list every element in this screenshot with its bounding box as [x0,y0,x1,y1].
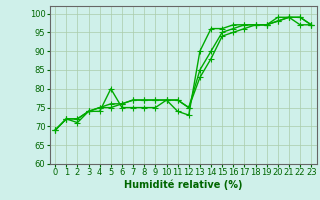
X-axis label: Humidité relative (%): Humidité relative (%) [124,180,243,190]
